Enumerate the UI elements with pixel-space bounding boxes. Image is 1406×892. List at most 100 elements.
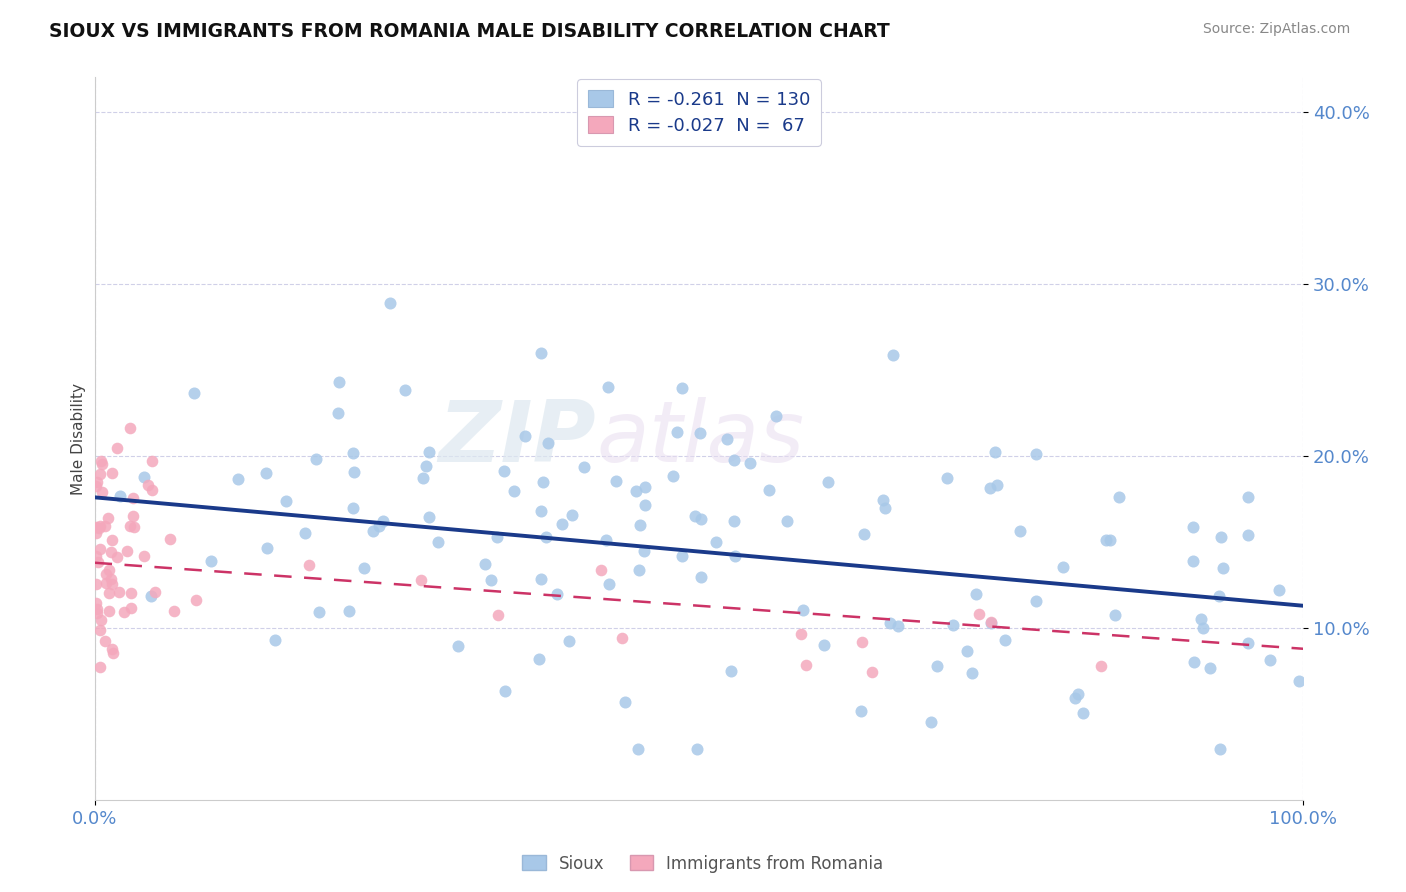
Point xyxy=(342,445,364,459)
Point xyxy=(121,508,143,523)
Point xyxy=(361,524,384,539)
Point xyxy=(665,425,688,439)
Point xyxy=(294,526,316,541)
Point xyxy=(723,514,745,528)
Point xyxy=(790,626,813,640)
Point xyxy=(624,484,647,499)
Point xyxy=(531,475,554,489)
Text: atlas: atlas xyxy=(596,397,804,480)
Point xyxy=(980,615,1002,629)
Point xyxy=(534,531,557,545)
Point xyxy=(671,381,693,395)
Point xyxy=(84,576,107,591)
Point xyxy=(418,445,440,459)
Point xyxy=(1209,741,1232,756)
Point xyxy=(1288,673,1310,688)
Point xyxy=(980,616,1002,631)
Point xyxy=(879,616,901,631)
Point xyxy=(115,544,138,558)
Point xyxy=(598,577,620,591)
Point xyxy=(561,508,583,523)
Point xyxy=(298,558,321,572)
Point xyxy=(967,607,990,621)
Point xyxy=(1237,636,1260,650)
Point xyxy=(527,651,550,665)
Point xyxy=(605,475,627,489)
Point xyxy=(1025,594,1047,608)
Point xyxy=(254,466,277,480)
Point xyxy=(882,348,904,362)
Point xyxy=(84,596,107,610)
Point xyxy=(792,603,814,617)
Point xyxy=(134,470,156,484)
Point xyxy=(86,602,108,616)
Point xyxy=(98,604,121,618)
Point xyxy=(163,604,186,618)
Point xyxy=(546,587,568,601)
Legend: R = -0.261  N = 130, R = -0.027  N =  67: R = -0.261 N = 130, R = -0.027 N = 67 xyxy=(576,79,821,145)
Point xyxy=(1192,621,1215,635)
Point xyxy=(690,512,713,526)
Point xyxy=(860,665,883,679)
Point xyxy=(1010,524,1032,538)
Point xyxy=(426,534,449,549)
Point xyxy=(101,577,124,591)
Point xyxy=(337,604,360,618)
Point xyxy=(264,632,287,647)
Point xyxy=(1208,589,1230,603)
Point xyxy=(685,509,707,524)
Point xyxy=(986,478,1008,492)
Text: Source: ZipAtlas.com: Source: ZipAtlas.com xyxy=(1202,22,1350,37)
Point xyxy=(494,464,516,478)
Point xyxy=(353,560,375,574)
Point xyxy=(89,659,111,673)
Point xyxy=(378,296,401,310)
Point xyxy=(367,519,389,533)
Point xyxy=(1104,608,1126,623)
Point xyxy=(447,639,470,653)
Point xyxy=(415,459,437,474)
Point xyxy=(851,704,873,718)
Point xyxy=(94,567,117,582)
Point xyxy=(86,606,108,620)
Point xyxy=(101,646,124,660)
Point xyxy=(513,429,536,443)
Point xyxy=(186,592,208,607)
Point xyxy=(342,501,364,516)
Point xyxy=(813,639,835,653)
Point xyxy=(494,684,516,698)
Point xyxy=(120,586,142,600)
Point xyxy=(689,426,711,441)
Point xyxy=(89,541,111,556)
Point xyxy=(141,483,163,497)
Point xyxy=(136,478,159,492)
Point xyxy=(122,491,145,506)
Point xyxy=(304,451,326,466)
Point xyxy=(1025,447,1047,461)
Point xyxy=(1064,691,1087,706)
Point xyxy=(1090,659,1112,673)
Point xyxy=(394,383,416,397)
Point xyxy=(960,665,983,680)
Point xyxy=(474,558,496,572)
Point xyxy=(1237,490,1260,504)
Point xyxy=(671,549,693,563)
Point xyxy=(274,494,297,508)
Point xyxy=(614,695,637,709)
Point xyxy=(628,517,651,532)
Point xyxy=(108,584,131,599)
Point xyxy=(591,563,613,577)
Point xyxy=(100,573,122,587)
Point xyxy=(1067,687,1090,701)
Point xyxy=(1268,582,1291,597)
Point xyxy=(776,514,799,528)
Point xyxy=(817,475,839,490)
Point xyxy=(551,516,574,531)
Point xyxy=(853,526,876,541)
Point xyxy=(486,530,509,544)
Point xyxy=(706,534,728,549)
Point xyxy=(1071,706,1094,720)
Point xyxy=(942,618,965,632)
Point xyxy=(1184,655,1206,669)
Point xyxy=(371,514,394,528)
